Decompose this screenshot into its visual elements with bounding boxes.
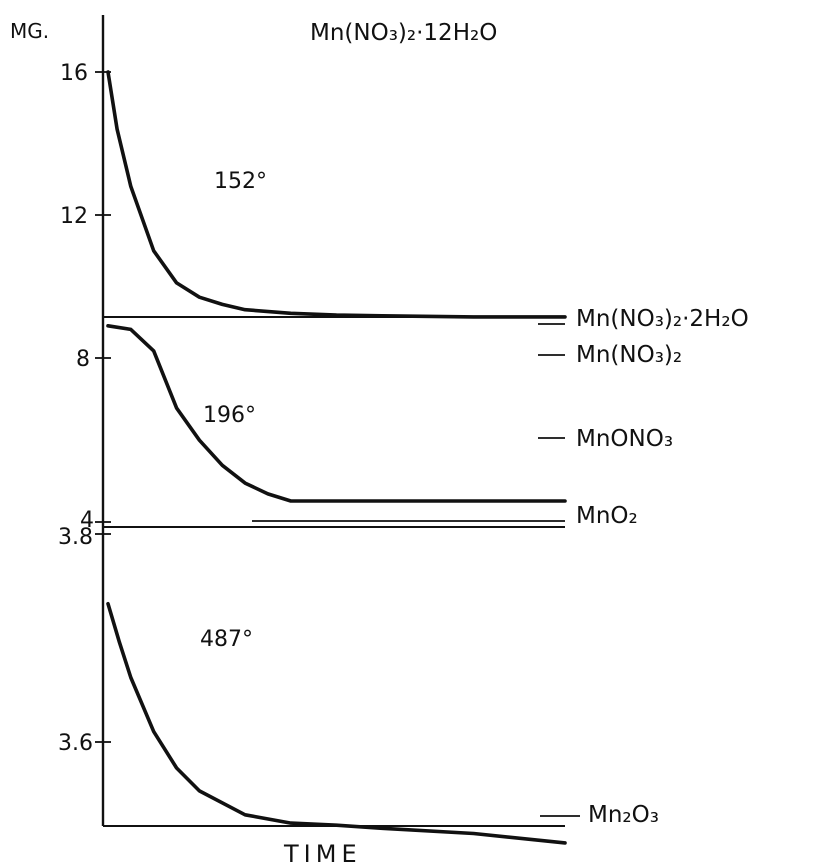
curve-152 bbox=[106, 70, 567, 319]
y-tick-label: 12 bbox=[60, 204, 88, 229]
temperature-label: 196° bbox=[203, 403, 256, 428]
curve-196 bbox=[106, 324, 567, 503]
axes bbox=[101, 15, 565, 827]
curve-487 bbox=[106, 601, 567, 845]
y-tick-label: 4 bbox=[80, 508, 94, 533]
compound-label: Mn₂O₃ bbox=[588, 802, 659, 828]
temperature-label: 152° bbox=[214, 169, 267, 194]
y-tick-label: 3.8 bbox=[58, 525, 93, 550]
chart-title: Mn(NO₃)₂·12H₂O bbox=[310, 20, 497, 46]
y-tick-label: 3.6 bbox=[58, 731, 93, 756]
x-axis-label: TIME bbox=[283, 840, 362, 868]
compound-label: Mn(NO₃)₂·2H₂O bbox=[576, 306, 749, 332]
y-axis-label: MG. bbox=[10, 19, 49, 43]
compound-label: Mn(NO₃)₂ bbox=[576, 342, 682, 368]
temperature-label: 487° bbox=[200, 627, 253, 652]
reference-levels: Mn(NO₃)₂·2H₂O Mn(NO₃)₂ MnONO₃ MnO₂ Mn₂O₃ bbox=[252, 306, 749, 828]
compound-label: MnO₂ bbox=[576, 503, 638, 529]
y-tick-label: 16 bbox=[60, 61, 88, 86]
labels: MG. Mn(NO₃)₂·12H₂O TIME 152° 196° 487° bbox=[10, 19, 497, 868]
compound-label: MnONO₃ bbox=[576, 426, 673, 452]
curves bbox=[106, 70, 567, 845]
y-tick-label: 8 bbox=[76, 347, 90, 372]
y-ticks: 16 12 8 43.8 3.6 bbox=[58, 61, 111, 756]
